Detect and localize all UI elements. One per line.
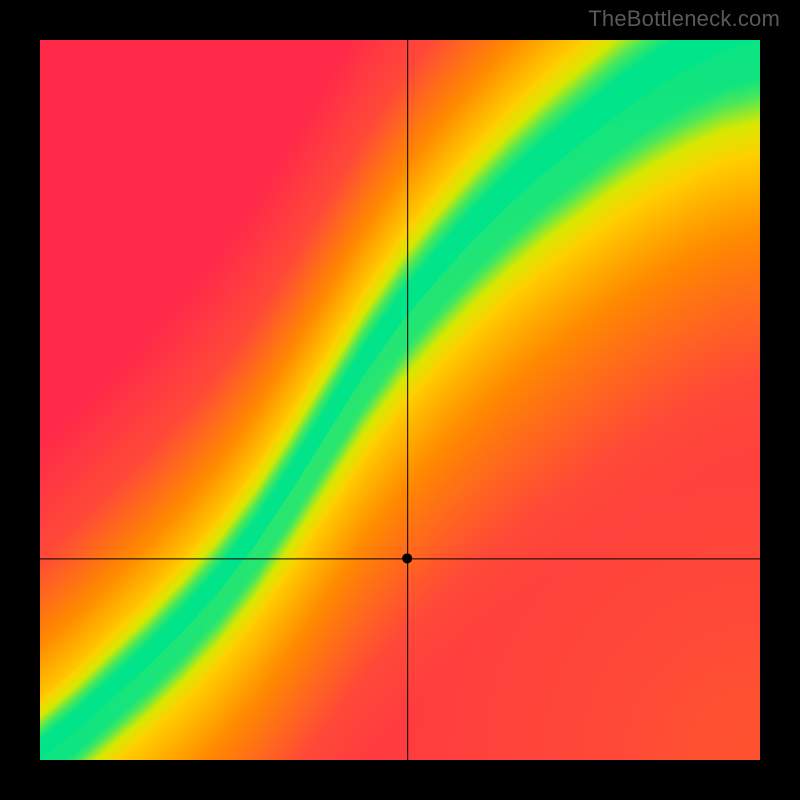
figure-container: TheBottleneck.com <box>0 0 800 800</box>
plot-area <box>40 40 760 760</box>
bottleneck-heatmap-canvas <box>40 40 760 760</box>
watermark-text: TheBottleneck.com <box>588 6 780 32</box>
